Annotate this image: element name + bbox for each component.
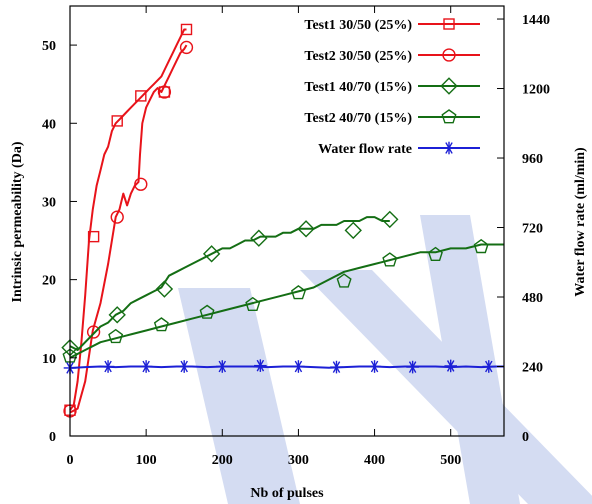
series-point <box>157 85 172 99</box>
y-tick-label: 0 <box>49 430 56 445</box>
legend-marker <box>440 77 458 95</box>
legend-label: Test1 40/70 (15%) <box>304 80 412 95</box>
watermark-layer <box>178 215 592 504</box>
series-point <box>199 304 215 319</box>
legend-label: Test2 30/50 (25%) <box>304 49 412 64</box>
series-point <box>250 229 268 247</box>
plot-area <box>61 23 504 418</box>
watermark-stroke-diagonal <box>300 270 592 504</box>
y-tick-label: 40 <box>42 117 56 132</box>
series-point <box>482 360 496 373</box>
watermark-stroke-left <box>178 288 300 504</box>
axes: 0 100 200 300 400 500010203040500240480720960… <box>42 5 550 468</box>
y2-tick-label: 480 <box>522 291 543 306</box>
series-point <box>139 360 153 373</box>
series-point <box>427 246 443 261</box>
x-axis-title: Nb of pulses <box>250 486 324 501</box>
series-point <box>111 115 123 127</box>
series-point <box>368 360 381 373</box>
series-point <box>155 280 174 298</box>
legend-entry-2: Test2 30/50 (25%) <box>304 48 480 64</box>
series-point <box>179 40 194 55</box>
series-point <box>254 359 267 372</box>
series-point <box>215 360 229 373</box>
y-tick-label: 30 <box>42 195 56 210</box>
series-point <box>101 360 115 373</box>
legend-entry-1: Test1 30/50 (25%) <box>304 18 480 33</box>
series-point <box>344 221 362 240</box>
y2-tick-label: 0 <box>522 430 529 445</box>
legend-marker <box>441 109 457 124</box>
series-point <box>108 306 126 324</box>
series-point <box>177 360 191 373</box>
series-point <box>86 325 101 339</box>
plot-frame <box>69 5 505 437</box>
series-line <box>69 28 187 411</box>
series-point <box>135 90 147 102</box>
series-point <box>292 360 305 373</box>
series-point <box>473 238 489 254</box>
legend-label: Test1 30/50 (25%) <box>304 18 412 33</box>
series-1 <box>64 23 193 416</box>
series-point <box>134 177 148 191</box>
legend-entry-4: Test2 40/70 (15%) <box>304 109 480 126</box>
series-2 <box>63 40 194 418</box>
series-point <box>382 252 398 267</box>
x-tick-label: 200 <box>212 453 233 468</box>
x-tick-label: 0 <box>67 453 74 468</box>
series-3 <box>61 210 399 357</box>
watermark-stroke-right <box>420 215 520 504</box>
series-point <box>381 210 399 229</box>
legend-marker <box>442 141 456 155</box>
series-line <box>69 216 390 351</box>
y-tick-label: 50 <box>42 39 56 54</box>
y-axis-title: Intrinsic permeability (Da) <box>10 141 25 302</box>
x-tick-label: 300 <box>288 453 309 468</box>
series-point <box>444 359 458 373</box>
series-point <box>87 230 100 243</box>
series-point <box>330 360 343 374</box>
series-4 <box>62 238 504 363</box>
y2-axis-title: Water flow rate (ml/min) <box>573 147 588 297</box>
legend: Test1 30/50 (25%) Test2 30/50 (25%) Test1 … <box>304 18 480 157</box>
legend-marker <box>442 48 456 62</box>
legend-label: Water flow rate <box>318 142 412 157</box>
series-point <box>290 285 306 300</box>
y2-tick-label: 720 <box>522 222 543 237</box>
series-point <box>406 360 419 374</box>
series-point <box>297 220 315 238</box>
legend-label: Test2 40/70 (15%) <box>304 111 412 126</box>
series-line <box>69 44 188 414</box>
series-point <box>245 296 261 311</box>
series-line <box>69 243 504 359</box>
series-point <box>110 210 124 224</box>
y2-tick-label: 960 <box>522 152 543 167</box>
x-tick-label: 500 <box>440 453 461 468</box>
legend-entry-5: Water flow rate <box>318 141 480 157</box>
series-5 <box>63 359 504 375</box>
y2-tick-label: 1200 <box>522 83 550 98</box>
x-tick-label: 100 <box>136 453 157 468</box>
legend-entry-3: Test1 40/70 (15%) <box>304 77 480 95</box>
y-tick-label: 20 <box>42 274 56 289</box>
series-point <box>202 245 221 263</box>
series-point <box>336 273 352 288</box>
series-point <box>153 317 169 332</box>
y2-tick-label: 1440 <box>522 13 550 28</box>
y2-tick-label: 240 <box>522 361 543 376</box>
series-point <box>108 328 124 344</box>
x-tick-label: 400 <box>364 453 385 468</box>
legend-marker <box>443 18 455 30</box>
y-tick-label: 10 <box>42 352 56 367</box>
series-point <box>180 23 193 36</box>
